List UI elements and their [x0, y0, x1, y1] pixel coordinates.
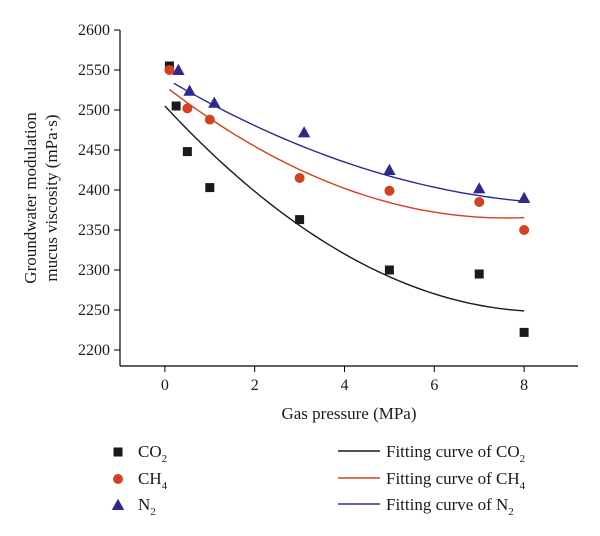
n2-point	[383, 163, 396, 175]
data-points	[164, 61, 531, 337]
ch4-point	[384, 185, 395, 196]
y-tick-label: 2600	[78, 22, 110, 39]
y-axis-title-line-1: Groundwater modulation	[21, 112, 40, 284]
fit-ch4-curve	[168, 88, 525, 219]
ch4-point	[164, 65, 175, 75]
n2-point	[172, 63, 185, 75]
n2-legend-label: N2	[138, 495, 156, 518]
ch4-point	[182, 103, 193, 114]
x-tick-label: 4	[341, 377, 349, 394]
n2-point	[183, 84, 196, 96]
ch4-point	[474, 197, 485, 207]
co2-point	[474, 269, 484, 279]
n2-point	[473, 182, 486, 194]
co2-legend-marker	[113, 447, 123, 457]
axes: Groundwater modulation mucus viscosity (…	[21, 22, 578, 423]
fit-ch4-legend-label: Fitting curve of CH4	[386, 469, 526, 492]
n2-legend-marker	[111, 498, 125, 510]
legend: CO2 CH4 N2 Fitting curve of CO2 Fitting curv…	[111, 442, 526, 518]
y-tick-label: 2450	[78, 142, 110, 159]
fit-n2-legend-label: Fitting curve of N2	[386, 495, 514, 518]
fit-curves	[164, 82, 525, 312]
co2-point	[519, 327, 529, 337]
y-tick-label: 2350	[78, 222, 110, 239]
co2-legend-label: CO2	[138, 442, 167, 465]
y-axis-title-line-2: mucus viscosity (mPa·s)	[42, 114, 61, 281]
co2-point	[205, 183, 215, 193]
ch4-legend-marker	[113, 474, 123, 484]
n2-point	[517, 191, 531, 203]
n2-point	[297, 126, 311, 138]
y-tick-label: 2500	[78, 102, 110, 119]
co2-point	[384, 265, 394, 275]
ch4-point	[294, 173, 305, 183]
ch4-legend-label: CH4	[138, 469, 168, 492]
y-tick-label: 2400	[78, 182, 110, 199]
ch4-point	[519, 225, 530, 235]
y-tick-label: 2250	[78, 302, 110, 319]
co2-point	[295, 215, 305, 225]
x-tick-label: 2	[251, 377, 259, 394]
fit-co2-legend-label: Fitting curve of CO2	[386, 442, 525, 465]
y-tick-label: 2550	[78, 62, 110, 79]
co2-point	[171, 101, 181, 111]
x-tick-label: 6	[430, 377, 438, 394]
x-tick-label: 8	[520, 377, 528, 394]
y-tick-label: 2200	[78, 342, 110, 359]
x-tick-label: 0	[161, 377, 169, 394]
ch4-point	[204, 114, 215, 125]
fit-n2-curve	[173, 82, 525, 202]
co2-point	[182, 147, 192, 157]
n2-point	[208, 96, 221, 108]
fit-co2-curve	[164, 105, 525, 312]
y-tick-label: 2300	[78, 262, 110, 279]
x-axis-title: Gas pressure (MPa)	[281, 404, 416, 423]
